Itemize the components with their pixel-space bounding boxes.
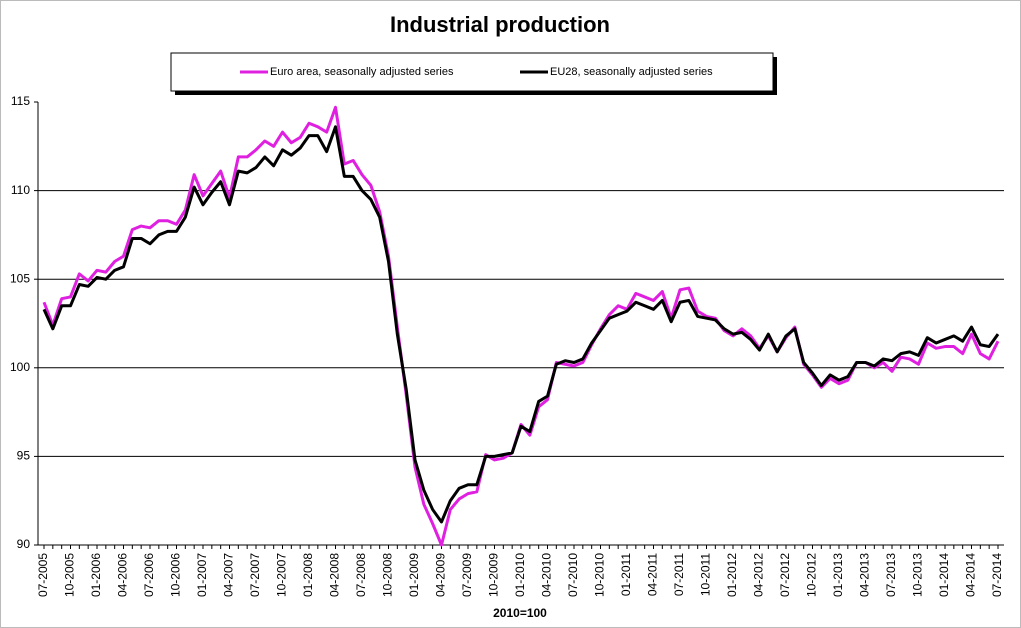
x-tick-label: 04-2014 [964,553,978,597]
x-tick-label: 10-2008 [381,553,395,597]
x-tick-label: 04-2007 [222,553,236,597]
x-tick-label: 01-2012 [725,553,739,597]
x-tick-label: 04-2011 [646,553,660,596]
x-tick-label: 04-2008 [328,553,342,597]
x-tick-label: 07-2008 [354,553,368,597]
legend-label: Euro area, seasonally adjusted series [270,66,454,78]
x-tick-label: 01-2011 [619,553,633,596]
x-tick-label: 07-2011 [672,553,686,596]
x-tick-label: 10-2005 [63,553,77,597]
x-tick-label: 07-2014 [990,553,1004,597]
x-tick-label: 07-2006 [142,553,156,597]
x-tick-label: 07-2007 [248,553,262,597]
series-line [42,105,1000,547]
x-tick-label: 10-2012 [805,553,819,597]
x-tick-label: 04-2010 [540,553,554,597]
chart-title: Industrial production [390,12,610,37]
x-tick-label: 04-2013 [858,553,872,597]
x-axis-label: 2010=100 [493,606,547,620]
x-tick-label: 10-2007 [275,553,289,597]
x-tick-label: 07-2012 [778,553,792,597]
x-tick-label: 01-2010 [513,553,527,597]
y-tick-label: 100 [10,360,30,374]
x-tick-label: 01-2007 [195,553,209,597]
x-tick-label: 07-2005 [36,553,50,597]
x-tick-label: 10-2010 [593,553,607,597]
x-tick-label: 01-2009 [407,553,421,597]
x-tick-label: 04-2006 [116,553,130,597]
x-tick-label: 01-2014 [937,553,951,597]
x-tick-label: 04-2012 [752,553,766,597]
x-tick-label: 10-2013 [911,553,925,597]
x-tick-label: 10-2009 [487,553,501,597]
legend-box [170,52,774,92]
x-tick-label: 01-2006 [89,553,103,597]
y-tick-label: 115 [11,94,30,108]
y-tick-label: 95 [17,449,31,463]
legend-label: EU28, seasonally adjusted series [550,66,713,78]
x-tick-label: 07-2013 [884,553,898,597]
x-tick-label: 07-2009 [460,553,474,597]
x-tick-label: 04-2009 [434,553,448,597]
x-tick-label: 01-2013 [831,553,845,597]
y-tick-label: 105 [10,271,30,285]
y-tick-label: 90 [17,537,31,551]
x-tick-label: 01-2008 [301,553,315,597]
x-tick-label: 07-2010 [566,553,580,597]
x-tick-label: 10-2006 [169,553,183,597]
y-tick-label: 110 [11,183,30,197]
series-line [42,125,1000,524]
x-tick-label: 10-2011 [699,553,713,596]
